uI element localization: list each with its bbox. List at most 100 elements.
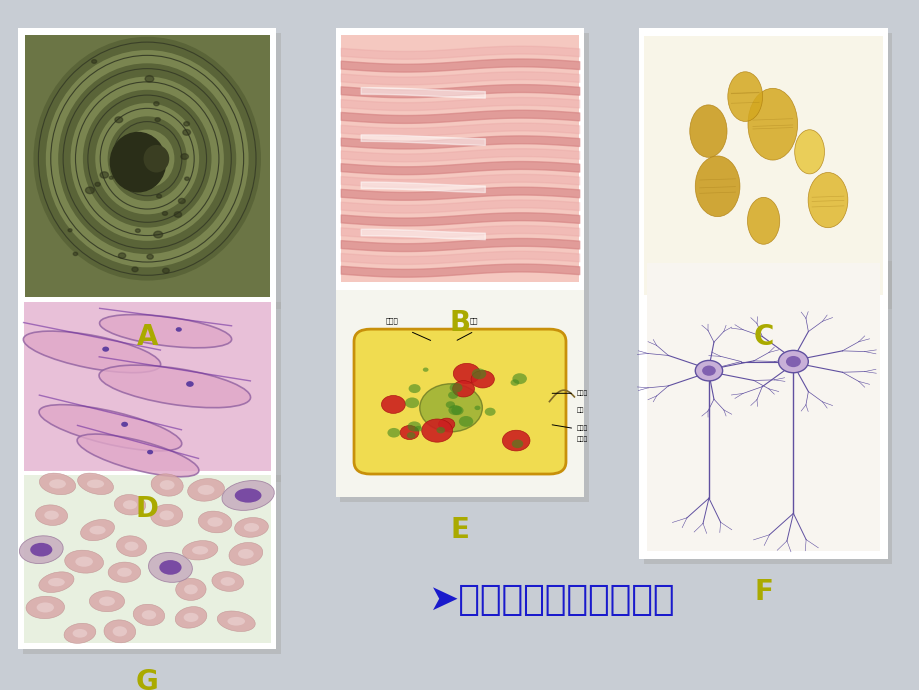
Ellipse shape [229,542,263,565]
Ellipse shape [23,331,161,373]
Ellipse shape [182,540,218,560]
Circle shape [102,346,109,352]
Ellipse shape [96,103,199,215]
Text: ➤小组讨论，如何分类？: ➤小组讨论，如何分类？ [428,583,675,618]
Ellipse shape [99,596,115,606]
Circle shape [459,416,472,427]
Ellipse shape [39,404,182,451]
Circle shape [140,143,144,146]
FancyBboxPatch shape [24,475,270,643]
Circle shape [502,431,529,451]
FancyBboxPatch shape [335,290,584,497]
Ellipse shape [33,37,261,281]
Circle shape [404,397,419,408]
Circle shape [471,368,486,380]
Circle shape [777,351,808,373]
Ellipse shape [81,520,114,541]
Ellipse shape [151,474,183,496]
Ellipse shape [747,88,797,160]
Circle shape [74,253,77,255]
Circle shape [449,383,462,393]
Ellipse shape [26,596,64,619]
Circle shape [414,426,422,432]
Ellipse shape [114,495,145,515]
FancyBboxPatch shape [639,255,887,559]
Ellipse shape [689,105,726,157]
Ellipse shape [238,549,254,559]
Ellipse shape [30,543,52,557]
FancyBboxPatch shape [23,475,280,654]
FancyBboxPatch shape [340,33,588,295]
Circle shape [185,177,189,181]
Circle shape [68,229,72,232]
Ellipse shape [36,505,68,525]
Ellipse shape [727,72,762,121]
Circle shape [448,405,461,415]
Ellipse shape [83,90,211,228]
Text: 核糖体: 核糖体 [385,317,398,324]
FancyBboxPatch shape [18,297,276,476]
FancyBboxPatch shape [639,28,887,304]
Ellipse shape [58,63,236,254]
Circle shape [695,360,721,381]
Ellipse shape [86,480,104,488]
Ellipse shape [89,591,124,612]
Circle shape [400,426,418,440]
Text: G: G [136,668,158,690]
Ellipse shape [48,578,64,586]
Circle shape [147,450,153,455]
Ellipse shape [184,613,199,622]
Circle shape [436,427,445,433]
Text: 细胞壁: 细胞壁 [576,426,587,431]
Circle shape [510,380,518,386]
Ellipse shape [227,617,244,626]
Circle shape [131,267,138,272]
Ellipse shape [192,546,208,555]
Text: D: D [136,495,159,523]
Text: E: E [450,516,469,544]
Ellipse shape [89,526,106,535]
Text: 细胞膜: 细胞膜 [576,436,587,442]
FancyBboxPatch shape [643,261,891,564]
Circle shape [155,118,160,121]
Ellipse shape [123,500,137,509]
Circle shape [701,366,715,376]
Text: B: B [449,309,470,337]
Circle shape [153,101,159,106]
FancyBboxPatch shape [18,28,276,304]
Ellipse shape [217,611,255,631]
Circle shape [406,432,415,439]
Ellipse shape [244,523,259,532]
Circle shape [162,211,167,215]
Ellipse shape [207,518,222,526]
Ellipse shape [71,77,223,241]
Ellipse shape [77,434,199,477]
FancyBboxPatch shape [23,33,280,309]
Circle shape [451,406,463,415]
Ellipse shape [124,542,138,551]
Ellipse shape [117,568,131,577]
Circle shape [145,76,153,82]
Ellipse shape [73,629,87,638]
Circle shape [448,391,458,399]
Ellipse shape [117,536,146,557]
Ellipse shape [19,536,63,564]
Ellipse shape [160,480,175,490]
Circle shape [421,419,452,442]
Ellipse shape [148,553,192,582]
Ellipse shape [46,50,248,267]
Ellipse shape [108,117,187,201]
Ellipse shape [49,480,66,489]
Ellipse shape [77,473,113,495]
Ellipse shape [234,518,268,538]
Text: 鞭毛: 鞭毛 [576,407,584,413]
FancyBboxPatch shape [25,34,269,297]
FancyBboxPatch shape [24,302,270,471]
Ellipse shape [199,511,232,533]
Circle shape [176,327,182,332]
Ellipse shape [64,550,104,573]
Text: A: A [136,323,158,351]
FancyBboxPatch shape [23,302,280,482]
Circle shape [178,199,185,204]
FancyBboxPatch shape [354,329,565,474]
